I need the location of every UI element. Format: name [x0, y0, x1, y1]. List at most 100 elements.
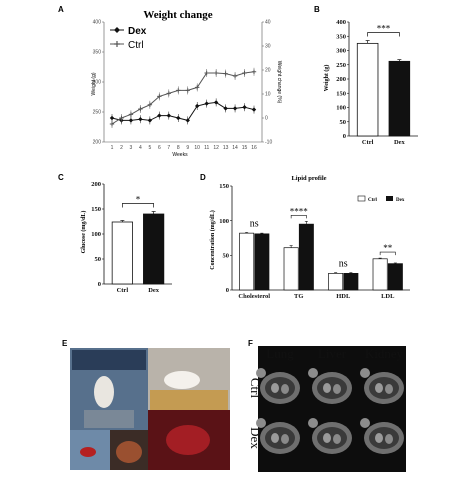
chart-c-xtick-label: Dex	[148, 287, 160, 294]
mri-tissue	[385, 384, 393, 394]
chart-b-ytick-label: 300	[336, 48, 346, 55]
chart-d-bar-dex	[254, 233, 270, 291]
chart-c-xtick-label: Ctrl	[117, 287, 129, 294]
chart-a-title: Weight change	[143, 9, 212, 21]
panel-label-e: E	[62, 339, 68, 348]
chart-a-point-ctrl	[213, 70, 219, 76]
chart-d-sig-label: ns	[339, 259, 348, 270]
legend-d-ctrl-swatch	[357, 195, 366, 202]
chart-c-ylabel: Glucose (mg/dL)	[80, 211, 87, 254]
chart-a-y2tick-label: 40	[265, 20, 271, 26]
chart-a-point-ctrl	[157, 94, 162, 99]
chart-b-ytick-label: 350	[336, 33, 346, 40]
mri-tissue	[281, 384, 289, 394]
chart-a-y2tick-label: -10	[265, 140, 272, 146]
chart-b-ytick-label: 250	[336, 62, 346, 69]
mri-tissue	[281, 434, 289, 444]
panel-label-b: B	[314, 5, 320, 14]
mri-tissue	[375, 433, 383, 443]
chart-a-xtick-label: 14	[232, 145, 238, 151]
chart-b-ytick-label: 150	[336, 90, 346, 97]
chart-a-point-ctrl	[119, 115, 124, 121]
mri-tissue	[271, 383, 279, 393]
chart-a-point-dex	[232, 106, 238, 111]
chart-b-ytick-label: 100	[336, 105, 346, 112]
mri-organ-area	[369, 377, 399, 399]
legend-d-ctrl-label: Ctrl	[368, 198, 377, 203]
chart-d-xtick-label: TG	[294, 293, 303, 300]
chart-b-sig-label: ***	[377, 24, 391, 34]
mri-row-dex: Dex	[248, 427, 263, 449]
chart-a-y2tick-label: 0	[265, 116, 268, 122]
chart-b-ylabel: Weight (g)	[323, 65, 330, 92]
chart-b-bar-ctrl	[356, 42, 379, 137]
chart-c-bar-ctrl	[111, 221, 133, 285]
legend-d-dex-label: Dex	[396, 198, 405, 203]
mri-tissue	[271, 433, 279, 443]
chart-a-y2label: Weight change (%)	[276, 61, 282, 104]
chart-d-bar-ctrl	[372, 258, 388, 291]
chart-a-point-dex	[109, 115, 115, 121]
chart-d-bar-ctrl	[283, 247, 299, 291]
chart-a-point-ctrl	[232, 73, 238, 79]
chart-a-point-ctrl	[176, 88, 181, 93]
mri-panel-f: Lung Liver Kidney Ctrl Dex	[248, 346, 406, 472]
chart-d-bar-dex	[298, 223, 314, 291]
chart-c-bar-dex	[143, 213, 165, 285]
chart-a-ytick-label: 250	[93, 110, 102, 116]
chart-a-series-ctrl	[111, 71, 255, 125]
mri-tissue	[333, 384, 341, 394]
mri-reference-phantom	[256, 368, 266, 378]
panel-label-d: D	[200, 173, 206, 182]
chart-a-point-dex	[176, 115, 181, 121]
chart-a-point-ctrl	[204, 70, 209, 76]
chart-a-legend: Dex Ctrl	[110, 26, 147, 51]
chart-a-ytick-label: 400	[93, 20, 102, 26]
legend-ctrl-marker	[114, 41, 120, 47]
mri-col-liver: Liver	[318, 346, 347, 361]
chart-d-xtick-label: Cholesterol	[238, 293, 270, 300]
chart-a-point-ctrl	[185, 88, 190, 93]
chart-a-point-ctrl	[128, 112, 134, 117]
chart-a-point-ctrl	[147, 102, 153, 107]
chart-a-point-ctrl	[223, 71, 228, 76]
chart-b-ytick-label: 0	[343, 133, 346, 140]
chart-d-sig-bracket	[290, 215, 307, 219]
chart-d-xtick-label: LDL	[381, 293, 395, 300]
chart-a-xtick-label: 1	[111, 145, 114, 151]
chart-a-point-dex	[128, 118, 134, 123]
photo-rat-hanging	[94, 376, 114, 408]
chart-c: 0 50 100 150 200 Ctrl Dex * Glucose (mg/dL)	[80, 181, 172, 294]
chart-c-sig-label: *	[136, 195, 141, 205]
chart-a-ylabel: Weight (g)	[91, 72, 97, 95]
chart-a-point-ctrl	[242, 70, 247, 76]
chart-a: Weight change 200 250 300 350 400 -10 0 10 20 30 4…	[91, 9, 282, 158]
chart-a-point-dex	[251, 107, 257, 112]
legend-dex-marker	[114, 27, 120, 33]
mri-col-lung: Lung	[266, 346, 294, 361]
chart-a-point-ctrl	[138, 106, 143, 112]
chart-d-bar-dex	[387, 263, 403, 291]
chart-b-ytick-label: 400	[336, 19, 346, 26]
chart-a-ytick-label: 350	[93, 50, 102, 56]
chart-c-ytick-label: 100	[91, 231, 101, 238]
chart-d-sig-label: ns	[250, 218, 259, 229]
chart-c-ytick-label: 150	[91, 206, 101, 213]
chart-a-y2tick-label: 30	[265, 44, 271, 50]
chart-a-xtick-label: 5	[148, 145, 151, 151]
mri-col-kidney: Kidney	[365, 346, 404, 361]
legend-dex-label: Dex	[128, 26, 147, 37]
chart-d-bar-dex	[343, 273, 359, 291]
chart-d-xtick-label: HDL	[336, 293, 351, 300]
panel-label-f: F	[248, 339, 253, 348]
chart-d-legend: Ctrl Dex	[357, 195, 405, 203]
mri-organ-area	[317, 427, 347, 449]
mri-reference-phantom	[256, 418, 266, 428]
chart-c-ytick-label: 50	[95, 256, 102, 263]
mri-organ-area	[317, 377, 347, 399]
chart-a-xtick-label: 3	[130, 145, 133, 151]
chart-a-point-dex	[138, 117, 143, 122]
chart-a-ytick-label: 200	[93, 140, 102, 146]
legend-d-dex-swatch	[386, 196, 393, 201]
chart-c-plot: 0 50 100 150 200 Ctrl Dex *	[91, 181, 172, 294]
